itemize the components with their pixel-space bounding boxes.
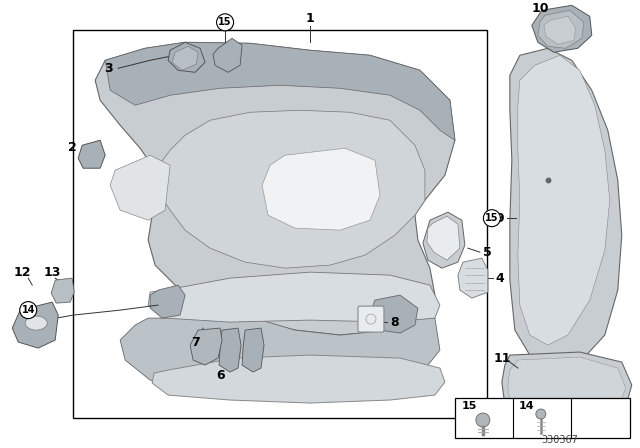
Polygon shape <box>155 110 425 268</box>
Polygon shape <box>150 285 185 318</box>
Polygon shape <box>518 55 610 345</box>
Text: 12: 12 <box>13 266 31 279</box>
Polygon shape <box>538 10 584 48</box>
Text: 6: 6 <box>216 369 225 382</box>
Polygon shape <box>242 328 264 372</box>
Text: 4: 4 <box>495 271 504 284</box>
Polygon shape <box>213 39 242 72</box>
Ellipse shape <box>25 316 47 330</box>
Polygon shape <box>152 355 445 403</box>
Polygon shape <box>544 16 576 44</box>
Text: 9: 9 <box>495 211 504 225</box>
Polygon shape <box>110 155 170 220</box>
Text: 10: 10 <box>531 2 548 15</box>
Text: 14: 14 <box>22 305 35 315</box>
Polygon shape <box>532 5 592 52</box>
Polygon shape <box>51 278 74 303</box>
Polygon shape <box>105 42 455 140</box>
Text: 8: 8 <box>390 315 399 328</box>
Text: 2: 2 <box>68 141 77 154</box>
Bar <box>455 398 630 438</box>
Polygon shape <box>78 140 105 168</box>
Polygon shape <box>148 272 440 322</box>
Polygon shape <box>95 42 455 335</box>
Text: 13: 13 <box>44 266 61 279</box>
Text: 11: 11 <box>493 352 511 365</box>
Text: 5: 5 <box>483 246 492 258</box>
Text: 330367: 330367 <box>541 435 579 445</box>
Polygon shape <box>12 302 58 348</box>
Text: 15: 15 <box>485 213 499 223</box>
Text: 3: 3 <box>104 62 113 75</box>
FancyBboxPatch shape <box>358 306 384 332</box>
Polygon shape <box>427 216 460 260</box>
Circle shape <box>536 409 546 419</box>
Polygon shape <box>423 212 465 268</box>
Text: 14: 14 <box>519 401 534 411</box>
Text: 15: 15 <box>461 401 477 411</box>
Text: 15: 15 <box>218 17 232 27</box>
Text: 1: 1 <box>306 12 314 25</box>
Polygon shape <box>502 352 632 425</box>
Polygon shape <box>458 258 488 298</box>
Bar <box>73 30 487 418</box>
Polygon shape <box>508 357 626 420</box>
Polygon shape <box>120 305 440 398</box>
Polygon shape <box>219 328 241 372</box>
Polygon shape <box>168 42 205 72</box>
Polygon shape <box>172 46 198 70</box>
Polygon shape <box>510 48 622 368</box>
Polygon shape <box>190 328 222 365</box>
Polygon shape <box>370 295 418 333</box>
Circle shape <box>476 413 490 427</box>
Text: 7: 7 <box>191 336 200 349</box>
Polygon shape <box>262 148 380 230</box>
